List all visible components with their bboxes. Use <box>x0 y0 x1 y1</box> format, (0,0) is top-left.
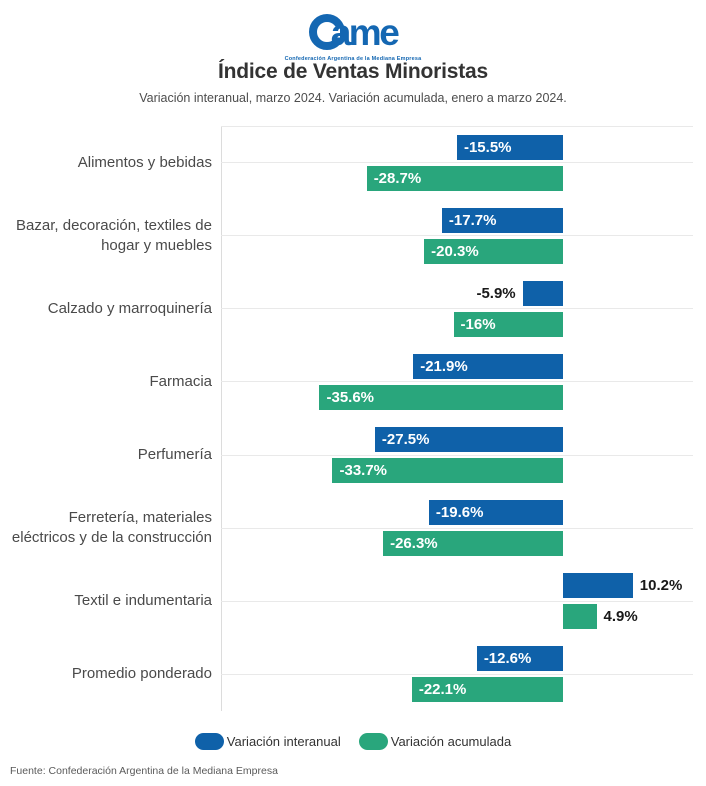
value-label: -5.9% <box>476 284 516 302</box>
value-label: -12.6% <box>483 650 532 668</box>
bar-variacion-interanual <box>441 207 563 233</box>
bar-variacion-acumulada <box>424 238 563 264</box>
bar-variacion-acumulada <box>411 677 563 703</box>
legend-label-interanual: Variación interanual <box>226 734 341 749</box>
logo-c-ring-icon <box>308 14 345 50</box>
gridline <box>221 673 693 675</box>
bar-variacion-acumulada <box>332 458 563 484</box>
value-label: -17.7% <box>448 211 497 229</box>
value-label: -35.6% <box>326 388 375 406</box>
chart-area: Alimentos y bebidas -15.5% -28.7% Bazar, de… <box>0 126 706 711</box>
value-label: -21.9% <box>420 357 468 375</box>
gridline-top <box>221 126 693 127</box>
logo-subtext: Confederación Argentina de la Mediana Em… <box>284 56 422 62</box>
value-label: -20.3% <box>431 242 479 260</box>
value-label: 4.9% <box>603 608 638 626</box>
bar-variacion-interanual <box>374 427 563 453</box>
came-logo-icon: ame <box>308 10 400 53</box>
value-label: -22.1% <box>418 681 467 699</box>
gridline <box>221 600 693 602</box>
bar-variacion-acumulada <box>383 531 563 557</box>
page-title: Índice de Ventas Minoristas <box>217 60 489 83</box>
legend-label-acumulada: Variación acumulada <box>390 734 512 749</box>
value-label: 10.2% <box>639 577 683 595</box>
page-subtitle: Variación interanual, marzo 2024. Variac… <box>139 91 567 105</box>
category-label: Bazar, decoración, textiles de hogar y mu… <box>16 216 212 254</box>
gridline <box>221 162 693 164</box>
bar-variacion-acumulada <box>366 165 563 191</box>
bar-variacion-acumulada <box>563 604 597 630</box>
bar-variacion-interanual <box>413 353 563 379</box>
value-label: -28.7% <box>373 169 422 187</box>
bar-variacion-interanual <box>563 573 633 599</box>
logo-wordmark: ame <box>330 12 400 53</box>
category-label: Calzado y marroquinería <box>47 299 212 317</box>
gridline <box>221 454 693 456</box>
value-label: -15.5% <box>463 138 512 156</box>
source-note: Fuente: Confederación Argentina de la Me… <box>10 765 278 777</box>
gridline <box>221 381 693 383</box>
legend: Variación interanual Variación acumulada <box>0 733 706 750</box>
legend-swatch-interanual-icon <box>194 733 224 750</box>
value-label: -26.3% <box>390 535 438 553</box>
category-label: Perfumería <box>137 446 212 464</box>
bar-variacion-interanual <box>476 646 563 672</box>
bar-variacion-interanual <box>456 134 563 160</box>
bar-variacion-interanual <box>522 280 563 306</box>
value-label: -27.5% <box>381 431 430 449</box>
legend-item-acumulada: Variación acumulada <box>358 733 512 750</box>
category-label: Alimentos y bebidas <box>77 153 212 171</box>
bar-variacion-acumulada <box>319 384 563 410</box>
gridline <box>221 527 693 529</box>
gridline <box>221 235 693 237</box>
category-label: Promedio ponderado <box>71 665 212 683</box>
bar-variacion-acumulada <box>453 311 563 337</box>
category-label: Ferretería, materiales eléctricos y de la… <box>11 509 212 547</box>
legend-swatch-acumulada-icon <box>358 733 388 750</box>
y-axis-line <box>221 126 222 711</box>
category-label: Textil e indumentaria <box>74 592 212 610</box>
value-label: -33.7% <box>339 462 388 480</box>
bar-variacion-interanual <box>428 500 563 526</box>
came-logo: ame Confederación Argentina de la Median… <box>0 10 706 63</box>
gridline <box>221 308 693 310</box>
value-label: -19.6% <box>435 504 484 522</box>
value-label: -16% <box>460 315 496 333</box>
category-label: Farmacia <box>149 372 212 390</box>
legend-item-interanual: Variación interanual <box>194 733 341 750</box>
